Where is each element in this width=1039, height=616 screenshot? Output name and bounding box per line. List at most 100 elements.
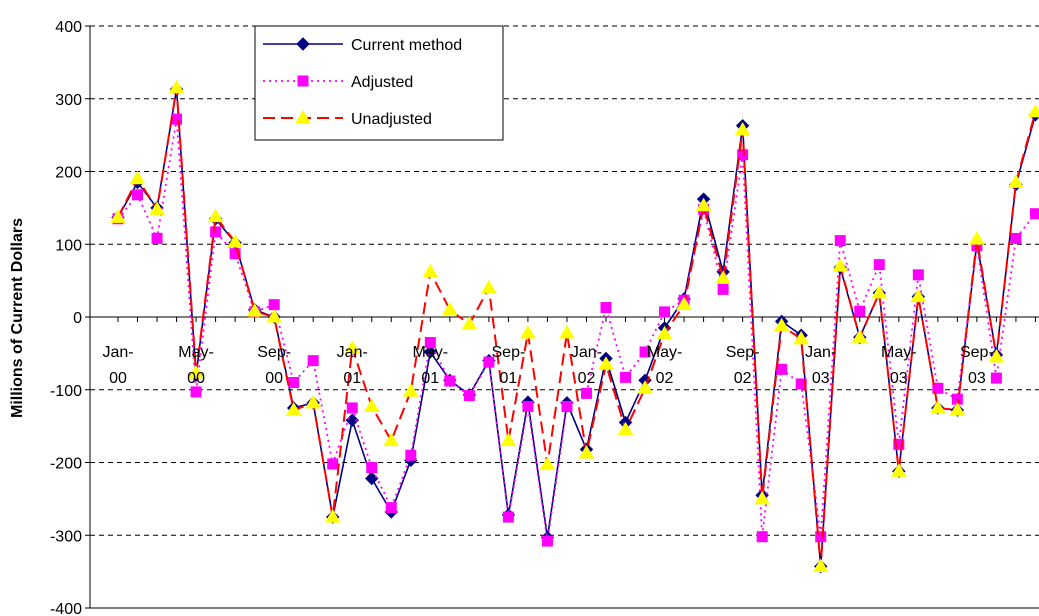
data-point xyxy=(383,432,400,447)
data-point xyxy=(363,398,380,412)
data-point xyxy=(754,490,771,505)
data-point xyxy=(815,531,827,543)
data-point xyxy=(932,382,944,394)
data-point xyxy=(129,170,146,185)
y-tick-label: -400 xyxy=(50,601,82,616)
data-point xyxy=(990,372,1002,384)
series-adjusted xyxy=(112,113,1039,547)
legend-box xyxy=(254,25,504,141)
x-tick-label: Sep- xyxy=(492,344,526,361)
data-point xyxy=(463,390,475,402)
legend-label: Adjusted xyxy=(351,74,413,91)
data-point xyxy=(266,309,283,323)
data-point xyxy=(1010,232,1022,244)
y-tick-label: 400 xyxy=(55,19,82,36)
series-lines xyxy=(110,79,1039,574)
legend-marker xyxy=(297,75,309,87)
y-tick-label: 0 xyxy=(73,310,82,327)
legend-label: Unadjusted xyxy=(351,111,432,128)
data-point xyxy=(324,509,341,523)
series-line xyxy=(117,87,1037,567)
data-point xyxy=(988,349,1005,363)
data-point xyxy=(365,471,379,486)
legend-item: Current method xyxy=(263,37,462,54)
y-tick-label: 200 xyxy=(55,165,82,182)
x-tick-label: Sep- xyxy=(257,344,291,361)
x-tick-label: Jan- xyxy=(805,344,836,361)
legend-item: Adjusted xyxy=(263,74,413,91)
data-point xyxy=(795,378,807,390)
data-point xyxy=(851,329,868,343)
data-point xyxy=(149,201,165,215)
data-point xyxy=(1029,208,1039,220)
data-point xyxy=(346,402,358,414)
series-line xyxy=(117,89,1037,567)
x-tick-label: 03 xyxy=(968,370,986,387)
data-point xyxy=(110,209,126,223)
x-tick-label: 01 xyxy=(500,370,518,387)
data-point xyxy=(210,226,222,238)
x-tick-labels: Jan- 00 May- 00 Sep- 00 Jan- 01 May- 01 Sep- 01 Jan-… xyxy=(102,344,993,387)
y-tick-label: 300 xyxy=(55,92,82,109)
data-point xyxy=(424,336,436,348)
data-point xyxy=(695,197,712,212)
data-point xyxy=(812,558,829,573)
data-point xyxy=(893,438,905,450)
data-point xyxy=(773,317,790,332)
data-point xyxy=(873,259,885,271)
data-point xyxy=(620,371,632,383)
data-point xyxy=(344,340,361,354)
data-point xyxy=(190,386,202,398)
data-point xyxy=(541,535,553,547)
series-current-method xyxy=(111,82,1039,574)
x-tick-label: May- xyxy=(413,344,449,361)
data-point xyxy=(288,376,300,388)
series-unadjusted xyxy=(110,79,1039,573)
data-point xyxy=(402,383,419,397)
data-point xyxy=(834,235,846,247)
data-point xyxy=(776,363,788,375)
data-point xyxy=(405,449,417,461)
data-point xyxy=(502,511,514,523)
data-point xyxy=(229,248,241,260)
data-point xyxy=(639,346,651,358)
data-point xyxy=(327,458,339,470)
x-tick-label: 00 xyxy=(109,370,127,387)
data-point xyxy=(793,330,810,345)
data-point xyxy=(561,400,573,412)
data-point xyxy=(522,400,534,412)
data-point xyxy=(715,270,731,284)
y-tick-label: -200 xyxy=(50,456,82,473)
data-point xyxy=(151,232,163,244)
data-point xyxy=(227,234,243,248)
data-point xyxy=(756,531,768,543)
data-point xyxy=(207,208,224,223)
data-point xyxy=(520,325,536,339)
legend-marker xyxy=(295,110,311,124)
data-point xyxy=(871,285,888,299)
x-tick-label: 03 xyxy=(890,370,908,387)
data-point xyxy=(717,283,729,295)
data-point xyxy=(949,402,966,416)
data-point xyxy=(734,122,751,136)
data-point xyxy=(441,301,458,316)
data-point xyxy=(737,149,749,161)
x-tick-label: 00 xyxy=(187,370,205,387)
data-point xyxy=(444,375,456,387)
data-point xyxy=(659,306,671,318)
data-point xyxy=(461,316,478,330)
data-point xyxy=(132,189,144,201)
series-line xyxy=(117,118,1037,542)
data-point xyxy=(1027,103,1039,118)
data-point xyxy=(832,258,849,272)
x-tick-label: 03 xyxy=(812,370,830,387)
data-point xyxy=(910,288,927,303)
data-point xyxy=(500,432,517,447)
x-tick-label: May- xyxy=(881,344,917,361)
data-point xyxy=(285,402,302,416)
x-tick-label: 01 xyxy=(421,370,439,387)
legend: Current method Adjusted Unadjusted xyxy=(254,25,504,141)
data-point xyxy=(307,355,319,367)
data-point xyxy=(617,421,634,436)
data-point xyxy=(580,387,592,399)
